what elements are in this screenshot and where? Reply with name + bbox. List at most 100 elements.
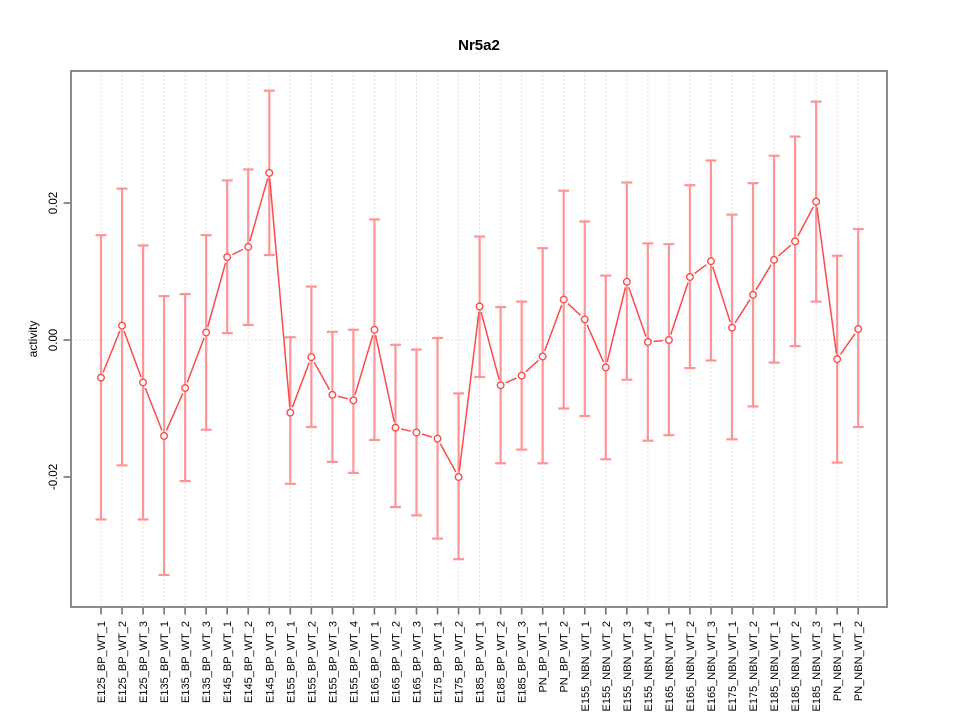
data-point	[728, 323, 737, 332]
series-line-group	[102, 178, 856, 473]
x-tick-label: E185_NBN_WT_3	[811, 621, 823, 712]
x-tick-label: E155_NBN_WT_3	[622, 621, 634, 712]
series-segment	[606, 287, 627, 362]
data-point	[118, 321, 127, 330]
data-point	[854, 325, 863, 334]
x-tick-label: E185_NBN_WT_2	[790, 621, 802, 712]
series-segment	[734, 299, 751, 324]
x-tick-label: E155_BP_WT_2	[306, 621, 318, 703]
x-tick-label: PN_NBN_WT_1	[832, 621, 844, 701]
series-segment	[144, 387, 163, 431]
data-point	[96, 373, 105, 382]
x-tick-label: E165_BP_WT_3	[412, 621, 424, 703]
data-point	[202, 328, 211, 337]
series-segment	[337, 395, 348, 400]
data-point	[601, 363, 610, 372]
data-point	[812, 197, 821, 206]
x-tick-label: E165_NBN_WT_1	[664, 621, 676, 712]
data-point	[349, 396, 358, 405]
data-point	[791, 237, 800, 246]
x-tick-label: E185_BP_WT_2	[496, 621, 508, 703]
data-point	[391, 423, 400, 432]
series-segment	[839, 333, 856, 355]
x-tick-label: E155_NBN_WT_2	[601, 621, 613, 712]
series-segment	[354, 335, 374, 395]
series-segment	[525, 359, 539, 373]
series-segment	[816, 207, 838, 354]
data-point	[454, 473, 463, 482]
x-tick-label: E125_BP_WT_2	[117, 621, 129, 703]
series-segment	[313, 361, 331, 391]
x-tick-label: E165_NBN_WT_2	[685, 621, 697, 712]
data-points-group	[96, 168, 863, 482]
series-segment	[544, 304, 563, 352]
x-tick-label: E165_BP_WT_1	[369, 621, 381, 703]
series-segment	[186, 337, 205, 383]
chart-title: Nr5a2	[458, 37, 500, 54]
series-segment	[102, 330, 121, 373]
x-tick-label: E125_BP_WT_1	[96, 621, 108, 703]
x-tick-label: E145_BP_WT_1	[222, 621, 234, 703]
x-tick-label: E175_BP_WT_2	[454, 621, 466, 703]
series-segment	[777, 244, 792, 257]
x-tick-label: E155_BP_WT_4	[348, 621, 360, 703]
x-tick-label: E175_NBN_WT_2	[748, 621, 760, 712]
series-segment	[232, 248, 244, 256]
series-segment	[123, 330, 142, 378]
data-point	[770, 255, 779, 264]
data-point	[412, 428, 421, 437]
series-segment	[567, 303, 582, 317]
series-segment	[439, 443, 457, 473]
x-tick-label: E145_BP_WT_3	[264, 621, 276, 703]
data-point	[580, 315, 589, 324]
series-segment	[249, 178, 269, 242]
data-point	[559, 295, 568, 304]
data-point	[160, 431, 169, 440]
series-segment	[291, 362, 310, 408]
y-tick-label: 0.00	[48, 329, 60, 351]
data-point	[370, 325, 379, 334]
series-segment	[480, 311, 500, 380]
x-tick-label: E185_NBN_WT_1	[769, 621, 781, 712]
data-point	[622, 277, 631, 286]
x-tick-label: E125_BP_WT_3	[138, 621, 150, 703]
data-point	[286, 408, 295, 417]
series-segment	[269, 178, 291, 407]
series-segment	[505, 377, 517, 384]
series-segment	[628, 287, 647, 337]
series-segment	[374, 335, 395, 423]
series-segment	[458, 312, 480, 472]
series-segment	[670, 282, 689, 335]
y-tick-label: -0.02	[48, 464, 60, 490]
x-tick-label: E185_BP_WT_1	[475, 621, 487, 703]
series-segment	[400, 428, 412, 432]
data-point	[664, 336, 673, 345]
x-tick-label: E165_BP_WT_2	[390, 621, 402, 703]
data-point	[749, 290, 758, 299]
x-tick-label: E155_BP_WT_1	[285, 621, 297, 703]
x-tick-label: PN_BP_WT_2	[559, 621, 571, 693]
x-tick-label: E185_BP_WT_3	[517, 621, 529, 703]
x-tick-label: PN_BP_WT_1	[538, 621, 550, 693]
plot-border	[70, 70, 888, 608]
x-tick-label: E155_NBN_WT_1	[580, 621, 592, 712]
axes-group: -0.02 0.00 0.02 E125_BP_WT_1 E125_BP_WT_2 E12…	[48, 192, 865, 712]
series-segment	[712, 266, 731, 323]
series-segment	[797, 206, 815, 237]
data-point	[496, 381, 505, 390]
x-tick-label: E135_BP_WT_2	[180, 621, 192, 703]
y-tick-label: 0.02	[48, 192, 60, 214]
data-point	[685, 272, 694, 281]
data-point	[265, 168, 274, 177]
data-point	[223, 253, 232, 262]
data-point	[706, 257, 715, 266]
x-tick-label: E155_BP_WT_3	[327, 621, 339, 703]
x-tick-label: E155_NBN_WT_4	[643, 621, 655, 712]
x-tick-label: E135_BP_WT_1	[159, 621, 171, 703]
data-point	[328, 390, 337, 399]
series-segment	[207, 262, 227, 328]
series-segment	[586, 324, 605, 363]
series-segment	[694, 264, 707, 275]
